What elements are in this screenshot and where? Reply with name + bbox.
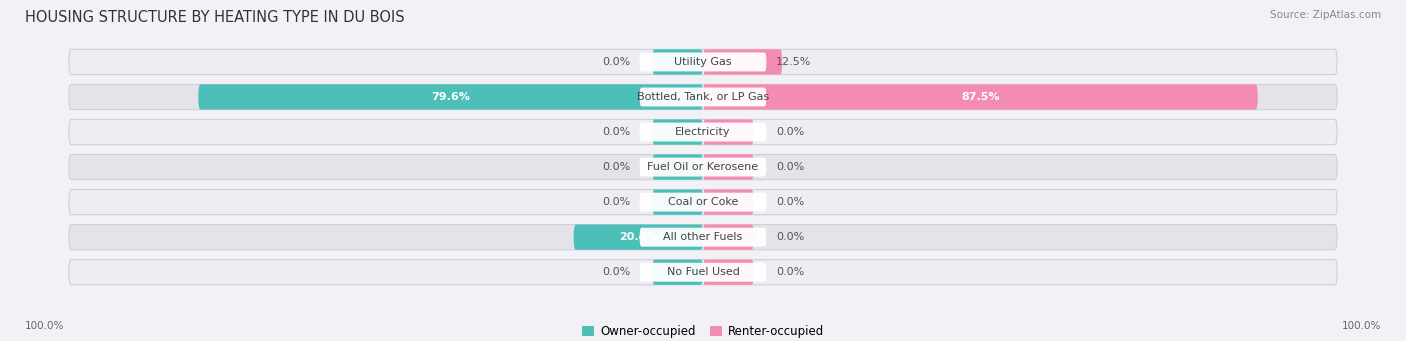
Text: Fuel Oil or Kerosene: Fuel Oil or Kerosene [647, 162, 759, 172]
Text: 12.5%: 12.5% [776, 57, 811, 67]
FancyBboxPatch shape [703, 225, 754, 250]
FancyBboxPatch shape [652, 119, 703, 145]
FancyBboxPatch shape [640, 193, 766, 212]
FancyBboxPatch shape [652, 154, 703, 180]
FancyBboxPatch shape [640, 228, 766, 247]
Text: 0.0%: 0.0% [776, 267, 804, 277]
FancyBboxPatch shape [69, 154, 1337, 180]
Text: 87.5%: 87.5% [962, 92, 1000, 102]
FancyBboxPatch shape [703, 154, 754, 180]
FancyBboxPatch shape [69, 84, 1337, 109]
Text: Coal or Coke: Coal or Coke [668, 197, 738, 207]
Text: 0.0%: 0.0% [602, 197, 630, 207]
Text: No Fuel Used: No Fuel Used [666, 267, 740, 277]
Text: 79.6%: 79.6% [432, 92, 470, 102]
FancyBboxPatch shape [703, 190, 754, 215]
FancyBboxPatch shape [640, 53, 766, 71]
Text: Utility Gas: Utility Gas [675, 57, 731, 67]
Text: Electricity: Electricity [675, 127, 731, 137]
FancyBboxPatch shape [198, 84, 703, 109]
FancyBboxPatch shape [69, 119, 1337, 145]
FancyBboxPatch shape [640, 122, 766, 142]
Text: 20.4%: 20.4% [619, 232, 658, 242]
Text: Source: ZipAtlas.com: Source: ZipAtlas.com [1270, 10, 1381, 20]
FancyBboxPatch shape [652, 190, 703, 215]
FancyBboxPatch shape [703, 49, 782, 75]
FancyBboxPatch shape [640, 263, 766, 282]
Text: 0.0%: 0.0% [602, 162, 630, 172]
Text: 100.0%: 100.0% [25, 321, 65, 331]
Text: Bottled, Tank, or LP Gas: Bottled, Tank, or LP Gas [637, 92, 769, 102]
FancyBboxPatch shape [652, 260, 703, 285]
Text: 100.0%: 100.0% [1341, 321, 1381, 331]
Text: HOUSING STRUCTURE BY HEATING TYPE IN DU BOIS: HOUSING STRUCTURE BY HEATING TYPE IN DU … [25, 10, 405, 25]
Text: 0.0%: 0.0% [602, 57, 630, 67]
FancyBboxPatch shape [69, 49, 1337, 75]
Text: All other Fuels: All other Fuels [664, 232, 742, 242]
Text: 0.0%: 0.0% [776, 232, 804, 242]
Text: 0.0%: 0.0% [776, 127, 804, 137]
FancyBboxPatch shape [703, 84, 1258, 109]
Text: 0.0%: 0.0% [776, 162, 804, 172]
FancyBboxPatch shape [640, 88, 766, 106]
Text: 0.0%: 0.0% [776, 197, 804, 207]
FancyBboxPatch shape [703, 260, 754, 285]
FancyBboxPatch shape [69, 225, 1337, 250]
FancyBboxPatch shape [703, 119, 754, 145]
FancyBboxPatch shape [574, 225, 703, 250]
FancyBboxPatch shape [69, 190, 1337, 215]
Text: 0.0%: 0.0% [602, 127, 630, 137]
FancyBboxPatch shape [640, 158, 766, 177]
Text: 0.0%: 0.0% [602, 267, 630, 277]
FancyBboxPatch shape [69, 260, 1337, 285]
FancyBboxPatch shape [652, 49, 703, 75]
Legend: Owner-occupied, Renter-occupied: Owner-occupied, Renter-occupied [578, 321, 828, 341]
